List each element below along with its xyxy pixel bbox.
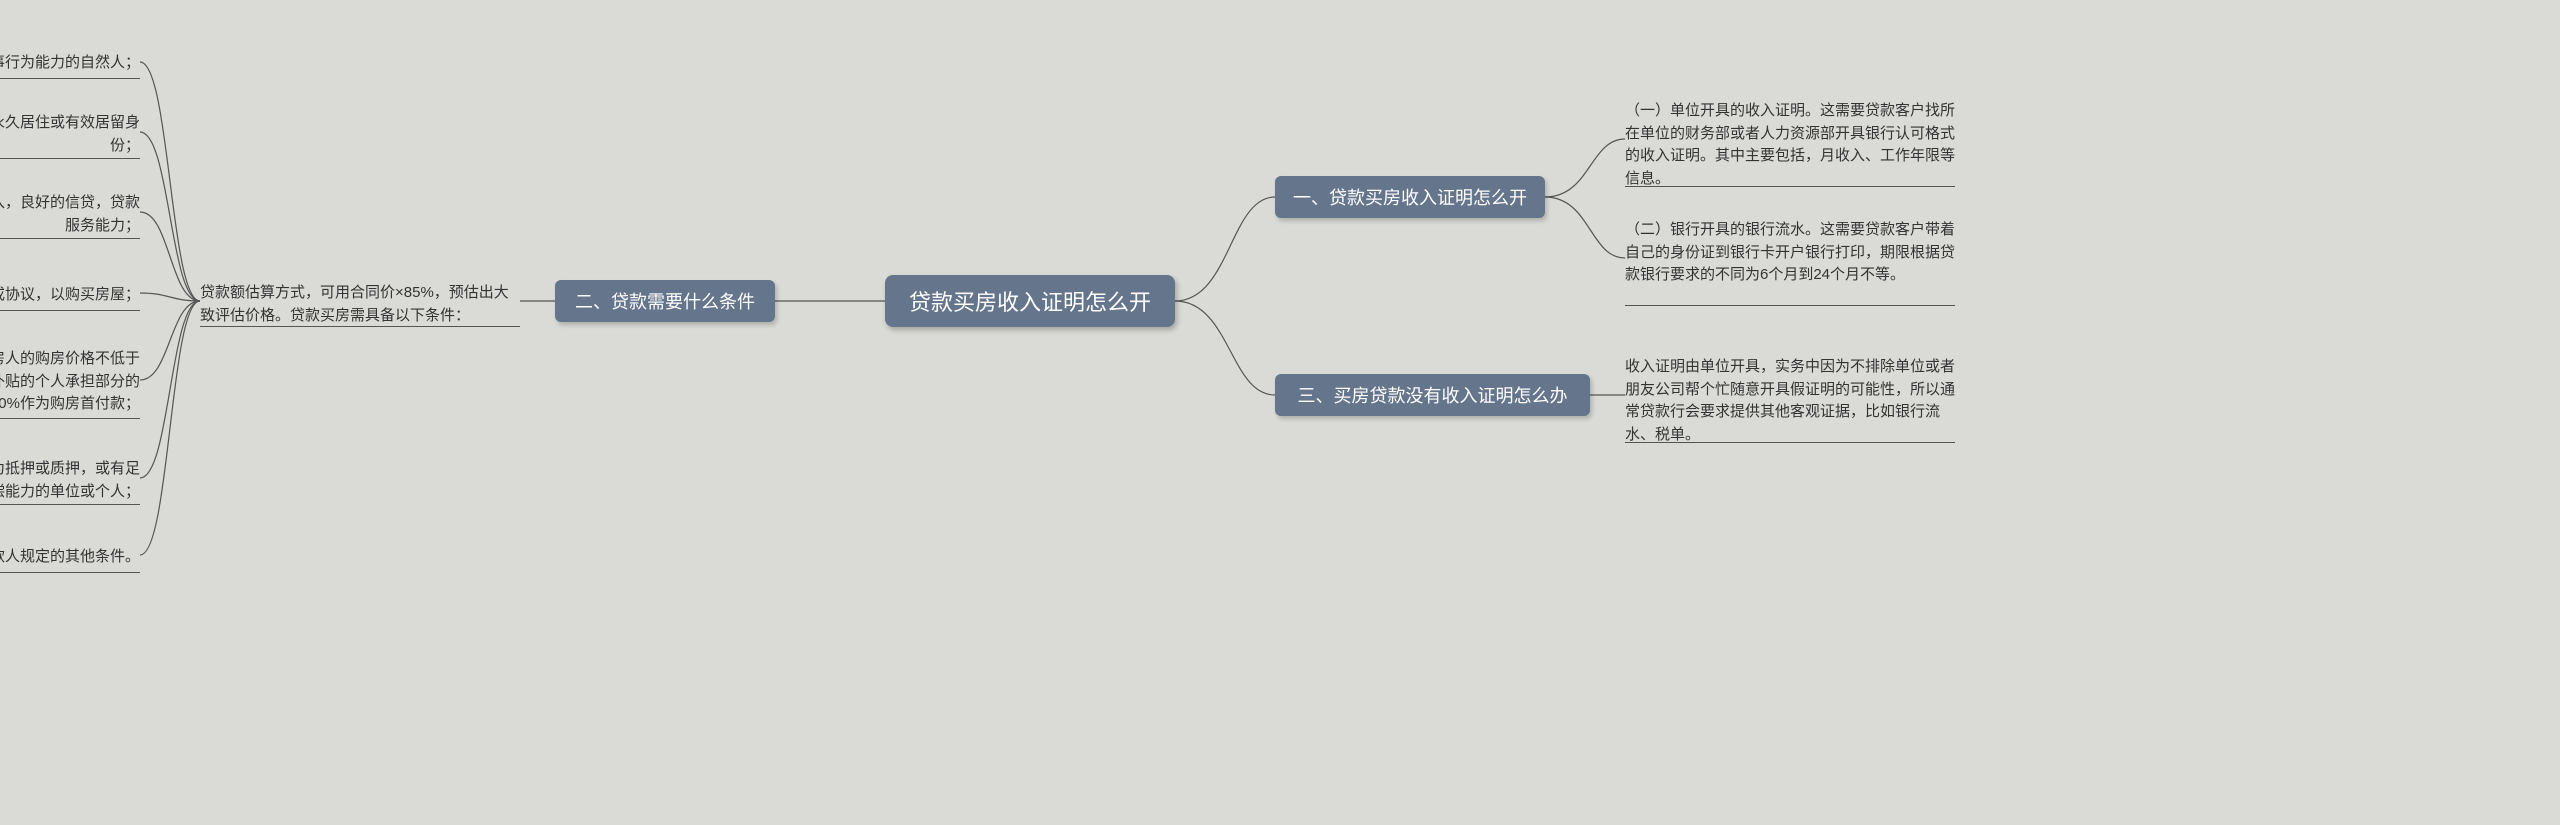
b2-child-7-underline <box>0 572 140 573</box>
b2-child-5: （五）没有住房补贴的购房人的购房价格不低于30%的购房者首付；住房补贴的个人承担… <box>0 344 140 420</box>
b2-child-3-underline <box>0 238 140 239</box>
b2-child-5-underline <box>0 418 140 419</box>
branch-2-label: 二、贷款需要什么条件 <box>575 288 755 314</box>
b2-child-4-text: （四）订立合约或协议，以购买房屋； <box>0 284 140 307</box>
b2-child-1-text: （一）具有民事行为能力的自然人； <box>0 52 140 75</box>
b2-child-4-underline <box>0 310 140 311</box>
b2-child-6-underline <box>0 504 140 505</box>
b2-child-7-text: （七）贷款人规定的其他条件。 <box>0 546 140 569</box>
b2-child-5-text: （五）没有住房补贴的购房人的购房价格不低于30%的购房者首付；住房补贴的个人承担… <box>0 348 140 416</box>
b2-intro-underline <box>200 326 520 327</box>
b3-child-1: 收入证明由单位开具，实务中因为不排除单位或者朋友公司帮个忙随意开具假证明的可能性… <box>1625 352 1955 450</box>
b2-child-3: （三）一个稳定的职业和收入，良好的信贷，贷款服务能力； <box>0 188 140 241</box>
b2-child-2: （二）（开发人员）在该镇永久居住或有效居留身份； <box>0 108 140 161</box>
b2-child-3-text: （三）一个稳定的职业和收入，良好的信贷，贷款服务能力； <box>0 192 140 237</box>
branch-1[interactable]: 一、贷款买房收入证明怎么开 <box>1275 176 1545 218</box>
b2-intro-text: 贷款额估算方式，可用合同价×85%，预估出大致评估价格。贷款买房需具备以下条件： <box>200 282 520 327</box>
b2-child-1: （一）具有民事行为能力的自然人； <box>0 48 140 79</box>
root-node[interactable]: 贷款买房收入证明怎么开 <box>885 275 1175 327</box>
root-label: 贷款买房收入证明怎么开 <box>909 285 1151 317</box>
b2-intro: 贷款额估算方式，可用合同价×85%，预估出大致评估价格。贷款买房需具备以下条件： <box>200 278 520 331</box>
branch-3[interactable]: 三、买房贷款没有收入证明怎么办 <box>1275 374 1590 416</box>
b1-child-1-underline <box>1625 186 1955 187</box>
b2-child-1-underline <box>0 78 140 79</box>
b2-child-4: （四）订立合约或协议，以购买房屋； <box>0 280 140 311</box>
b2-child-6-text: （六）贷款人认可的资产作为抵押或质押，或有足够补偿能力的单位或个人； <box>0 458 140 503</box>
b1-child-1: （一）单位开具的收入证明。这需要贷款客户找所在单位的财务部或者人力资源部开具银行… <box>1625 96 1955 194</box>
b1-child-2-text: （二）银行开具的银行流水。这需要贷款客户带着自己的身份证到银行卡开户银行打印，期… <box>1625 219 1955 287</box>
b2-child-2-underline <box>0 158 140 159</box>
b2-child-7: （七）贷款人规定的其他条件。 <box>0 542 140 573</box>
branch-3-label: 三、买房贷款没有收入证明怎么办 <box>1298 382 1568 408</box>
branch-2[interactable]: 二、贷款需要什么条件 <box>555 280 775 322</box>
b3-child-1-text: 收入证明由单位开具，实务中因为不排除单位或者朋友公司帮个忙随意开具假证明的可能性… <box>1625 356 1955 446</box>
b3-child-1-underline <box>1625 442 1955 443</box>
b1-child-2: （二）银行开具的银行流水。这需要贷款客户带着自己的身份证到银行卡开户银行打印，期… <box>1625 215 1955 291</box>
b2-child-6: （六）贷款人认可的资产作为抵押或质押，或有足够补偿能力的单位或个人； <box>0 454 140 507</box>
b2-child-2-text: （二）（开发人员）在该镇永久居住或有效居留身份； <box>0 112 140 157</box>
b1-child-2-underline <box>1625 305 1955 306</box>
branch-1-label: 一、贷款买房收入证明怎么开 <box>1293 184 1527 210</box>
b1-child-1-text: （一）单位开具的收入证明。这需要贷款客户找所在单位的财务部或者人力资源部开具银行… <box>1625 100 1955 190</box>
